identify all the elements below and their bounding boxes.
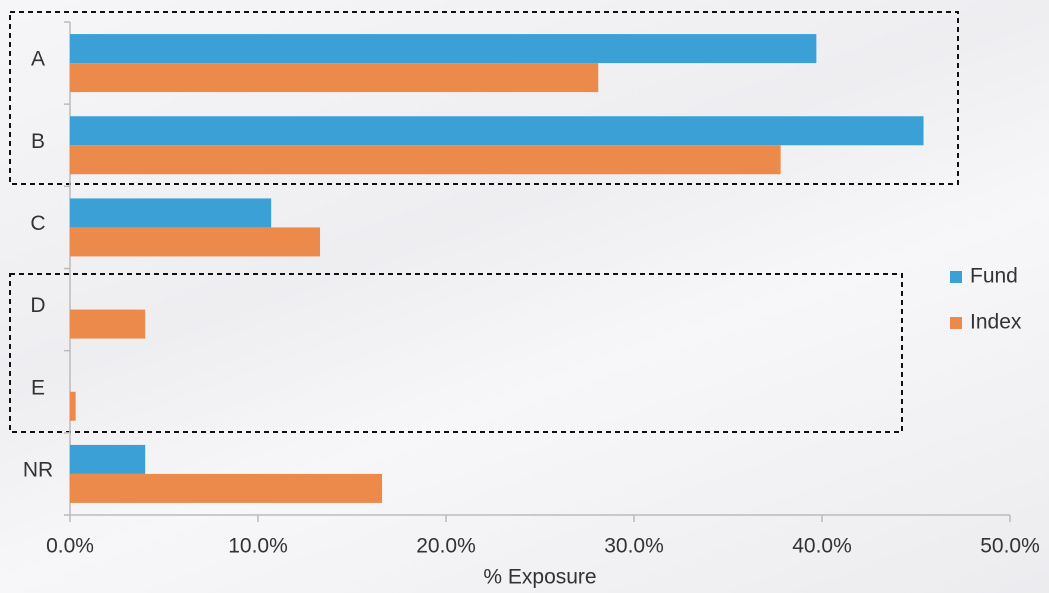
bar <box>70 391 76 421</box>
bar <box>70 444 146 474</box>
x-tick-label: 30.0% <box>604 535 664 558</box>
legend-swatch <box>950 317 962 329</box>
legend-label: Index <box>970 311 1022 334</box>
bar <box>70 34 817 64</box>
bar <box>70 145 781 175</box>
legend-swatch <box>950 271 962 283</box>
y-tick-label: A <box>31 48 45 71</box>
highlight-box <box>9 11 959 185</box>
x-tick-label: 0.0% <box>46 535 94 558</box>
legend-label: Fund <box>970 265 1018 288</box>
y-tick-label: NR <box>23 458 53 481</box>
highlight-box <box>9 273 903 433</box>
bar <box>70 63 599 93</box>
y-tick-label: B <box>31 130 45 153</box>
bar <box>70 198 272 228</box>
x-axis-label: % Exposure <box>483 566 596 589</box>
bar <box>70 116 924 146</box>
y-tick-label: D <box>30 294 45 317</box>
x-tick-label: 50.0% <box>980 535 1040 558</box>
x-tick-label: 10.0% <box>228 535 288 558</box>
bar <box>70 309 146 339</box>
y-tick-label: C <box>30 212 45 235</box>
bar <box>70 473 383 503</box>
x-tick-label: 40.0% <box>792 535 852 558</box>
bar <box>70 227 321 257</box>
y-tick-label: E <box>31 376 45 399</box>
x-tick-label: 20.0% <box>416 535 476 558</box>
